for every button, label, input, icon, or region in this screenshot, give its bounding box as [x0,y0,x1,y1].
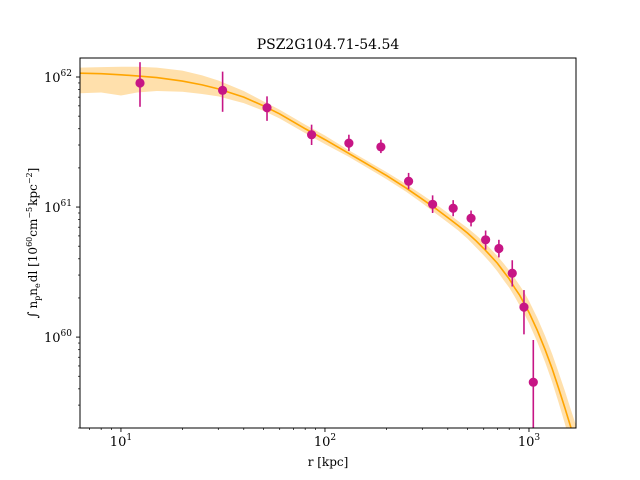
point-marker [135,78,145,88]
data-point-12 [494,239,504,258]
point-marker [519,302,529,312]
data-point-3 [262,96,272,121]
plot-frame [79,57,577,429]
y-tick-label: 1060 [44,329,72,346]
point-marker [306,130,317,140]
point-marker [494,243,504,254]
point-marker [528,377,538,387]
data-point-10 [466,210,476,227]
point-marker [448,203,458,213]
data-point-14 [519,290,529,335]
data-point-5 [344,134,354,151]
data-point-2 [218,71,228,112]
data-point-9 [448,200,458,217]
x-axis: 101 102 103 [88,428,541,450]
point-marker [481,235,491,245]
x-tick-label: 102 [314,433,336,450]
point-marker [507,268,517,278]
model-line [80,72,572,428]
data-point-13 [507,260,517,287]
data-point-15 [528,339,538,428]
point-marker [403,176,414,186]
x-axis-label: r [kpc] [308,455,349,469]
data-point-4 [306,124,317,146]
data-point-1 [135,62,145,107]
x-tick-label: 101 [110,433,132,450]
x-tick-label: 103 [518,433,541,450]
data-point-11 [481,230,491,250]
y-axis: 1060 1061 1062 [44,69,80,429]
data-point-7 [403,172,414,190]
point-marker [466,213,476,223]
point-marker [262,103,272,113]
y-tick-label: 1062 [44,69,72,86]
chart-title: PSZ2G104.71-54.54 [257,37,400,53]
point-marker [344,138,354,148]
point-marker [376,142,386,152]
point-marker [428,199,438,209]
data-point-6 [376,139,386,154]
data-point-8 [428,195,438,214]
point-marker [218,85,228,95]
model-confidence-band [80,66,576,428]
y-tick-label: 1061 [44,199,72,216]
y-axis-label: ∫npnedl [1060cm−5kpc−2] [25,168,42,319]
